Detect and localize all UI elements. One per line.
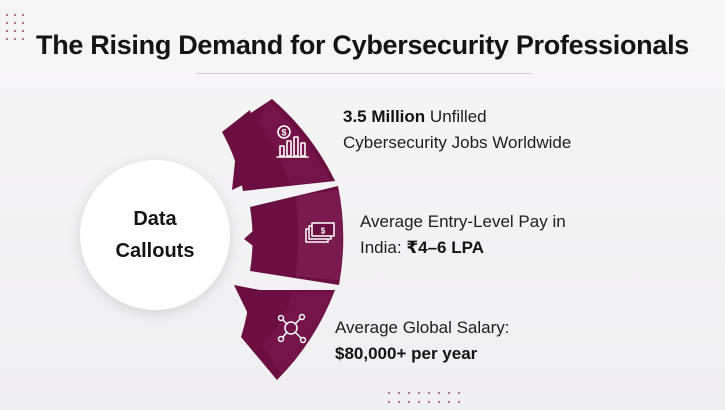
- callout-2-highlight: ₹4–6 LPA: [406, 238, 484, 257]
- callout-1-line2: Cybersecurity Jobs Worldwide: [343, 133, 572, 152]
- callout-1-line1-rest: Unfilled: [425, 107, 487, 126]
- callout-segment-1: [222, 99, 335, 191]
- decorative-dots-bottom: [388, 392, 468, 406]
- callout-2-text: Average Entry-Level Pay in India: ₹4–6 L…: [360, 209, 566, 261]
- callout-3-line1: Average Global Salary:: [335, 318, 510, 337]
- salary-chart-icon: $: [276, 125, 309, 158]
- svg-text:$: $: [281, 128, 286, 138]
- callout-2-line1: Average Entry-Level Pay in: [360, 212, 566, 231]
- callout-3-highlight: $80,000+ per year: [335, 344, 478, 363]
- title-divider: [196, 73, 532, 74]
- hub-label-line-2: Callouts: [115, 240, 195, 262]
- callout-segment-3: [234, 285, 335, 380]
- data-callouts-hub: Data Callouts: [80, 160, 230, 310]
- network-nodes-icon: [277, 313, 307, 344]
- callout-1-highlight: 3.5 Million: [343, 107, 426, 126]
- page-title: The Rising Demand for Cybersecurity Prof…: [36, 30, 689, 60]
- decorative-dots-top-left: [6, 14, 30, 48]
- callout-3-text: Average Global Salary: $80,000+ per year: [335, 315, 510, 367]
- callout-2-line2-prefix: India:: [360, 238, 407, 257]
- svg-text:$: $: [321, 227, 326, 236]
- callout-segment-2: [244, 186, 344, 285]
- money-stack-icon: $: [305, 222, 335, 243]
- hub-label-line-1: Data: [133, 208, 177, 230]
- callout-1-text: 3.5 Million Unfilled Cybersecurity Jobs …: [343, 104, 571, 156]
